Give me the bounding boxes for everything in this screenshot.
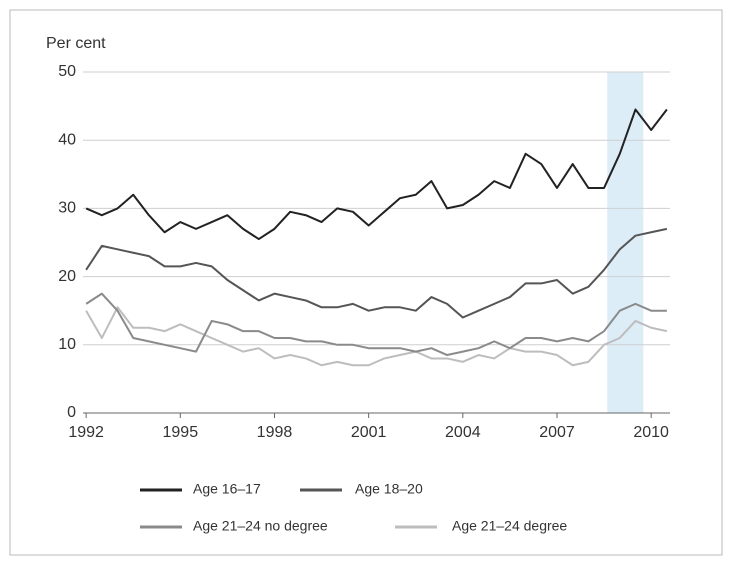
shaded-period (607, 72, 644, 413)
legend-label: Age 21–24 degree (452, 518, 567, 534)
y-tick-label: 50 (58, 63, 76, 80)
series-line (85, 306, 668, 367)
x-tick-label: 2001 (351, 424, 387, 441)
y-tick-label: 30 (58, 200, 76, 217)
x-tick-label: 2004 (445, 424, 481, 441)
legend-label: Age 18–20 (355, 481, 423, 497)
frame (9, 9, 723, 556)
legend-label: Age 21–24 no degree (193, 518, 328, 534)
series-line (85, 292, 667, 357)
y-axis-label: Per cent (46, 35, 106, 52)
y-tick-label: 0 (67, 404, 76, 421)
series-line (85, 227, 668, 319)
legend: Age 16–17 Age 18–20 Age 21–24 no degree Age… (140, 481, 567, 534)
x-tick-label: 1995 (163, 424, 199, 441)
x-tick-label: 2010 (633, 424, 669, 441)
y-tick-label: 20 (58, 268, 76, 285)
y-tick-label: 10 (58, 336, 76, 353)
legend-label: Age 16–17 (193, 481, 261, 497)
plot-area: 0 10 20 30 40 50 1992 1995 1998 2001 2004 2007 2010 (58, 63, 670, 441)
x-tick-label: 1992 (68, 424, 104, 441)
x-tick-label: 2007 (539, 424, 575, 441)
y-tick-label: 40 (58, 131, 76, 148)
x-tick-label: 1998 (257, 424, 293, 441)
series-line (85, 108, 668, 241)
